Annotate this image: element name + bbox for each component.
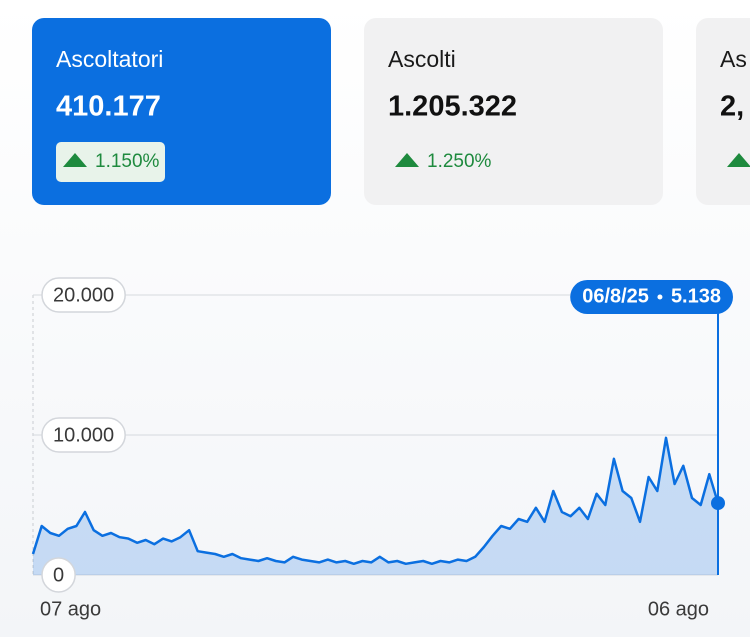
x-tick-label: 06 ago: [648, 598, 709, 620]
y-tick-label: 20.000: [53, 284, 114, 306]
y-tick-pill: [41, 417, 126, 453]
up-arrow: [727, 153, 750, 167]
y-tick: 0: [41, 557, 76, 593]
change-badge: [56, 142, 165, 182]
y-tick-pill: [41, 277, 126, 313]
tooltip-pill: [570, 280, 733, 314]
tooltip: 06/8/25 5.138: [570, 280, 733, 314]
card-label: As: [720, 46, 747, 72]
card-value: 410.177: [56, 91, 161, 123]
highlight-dot: [711, 496, 725, 511]
up-arrow: [63, 153, 87, 167]
change-value: 1.150%: [95, 151, 160, 172]
tooltip-value: 5.138: [671, 285, 721, 307]
card-label: Ascolti: [388, 46, 456, 72]
area: [33, 437, 718, 575]
y-tick: 20.000: [41, 277, 126, 313]
y-tick-label: 0: [53, 564, 64, 586]
change-value: 1.250%: [427, 151, 492, 172]
y-tick-label: 10.000: [53, 424, 114, 446]
stat-card[interactable]: [364, 18, 663, 205]
line: [31, 436, 720, 566]
card-label: Ascoltatori: [56, 46, 163, 72]
up-arrow: [395, 153, 419, 167]
y-tick: 10.000: [41, 417, 126, 453]
card-value: 2,: [720, 91, 744, 123]
tooltip-date: 06/8/25: [582, 285, 649, 307]
tooltip-separator: [657, 294, 663, 300]
y-tick-pill: [41, 557, 76, 593]
card-value: 1.205.322: [388, 91, 517, 123]
x-tick-label: 07 ago: [40, 598, 101, 620]
